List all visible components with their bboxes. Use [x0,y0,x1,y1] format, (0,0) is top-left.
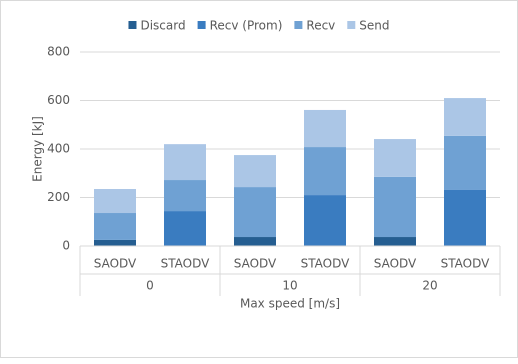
y-tick-label: 800 [47,45,70,59]
bar-segment [304,109,346,148]
bar-segment [374,176,416,238]
bar-segment [374,237,416,246]
bar-segment [94,189,136,214]
x-tick-label: SAODV [374,257,417,271]
bar-segment [94,239,136,246]
x-tick-label: STAODV [161,257,210,271]
x-tick-label: STAODV [301,257,350,271]
legend-label: Recv [306,19,335,33]
bar-segment [164,180,206,212]
legend-swatch [347,21,356,29]
bar-segment [374,139,416,177]
bar-segment [94,213,136,240]
legend-label: Send [359,19,389,33]
x-tick-label: SAODV [234,257,277,271]
bar-segment [164,144,206,181]
x-tick-label: SAODV [94,257,137,271]
bar-segment [234,237,276,246]
x-tick-label: STAODV [441,257,490,271]
group-label: 0 [146,279,154,293]
bar-segment [234,187,276,238]
y-tick-label: 0 [62,239,70,253]
bar-segment [304,147,346,196]
bar-segment [164,211,206,246]
group-label: 20 [422,279,437,293]
y-tick-label: 200 [47,190,70,204]
group-label: 10 [282,279,297,293]
legend-label: Recv (Prom) [210,19,283,33]
bar-segment [234,155,276,188]
x-axis-title: Max speed [m/s] [240,297,340,311]
y-tick-label: 400 [47,142,70,156]
legend-swatch [294,21,303,29]
bar-segment [444,135,486,190]
y-tick-label: 600 [47,93,70,107]
legend-swatch [197,21,206,29]
bar-segment [444,189,486,246]
legend-swatch [128,21,137,29]
y-axis-title: Energy [kJ] [31,116,45,182]
legend-label: Discard [140,19,185,33]
bar-segment [444,98,486,136]
bar-segment [304,195,346,246]
